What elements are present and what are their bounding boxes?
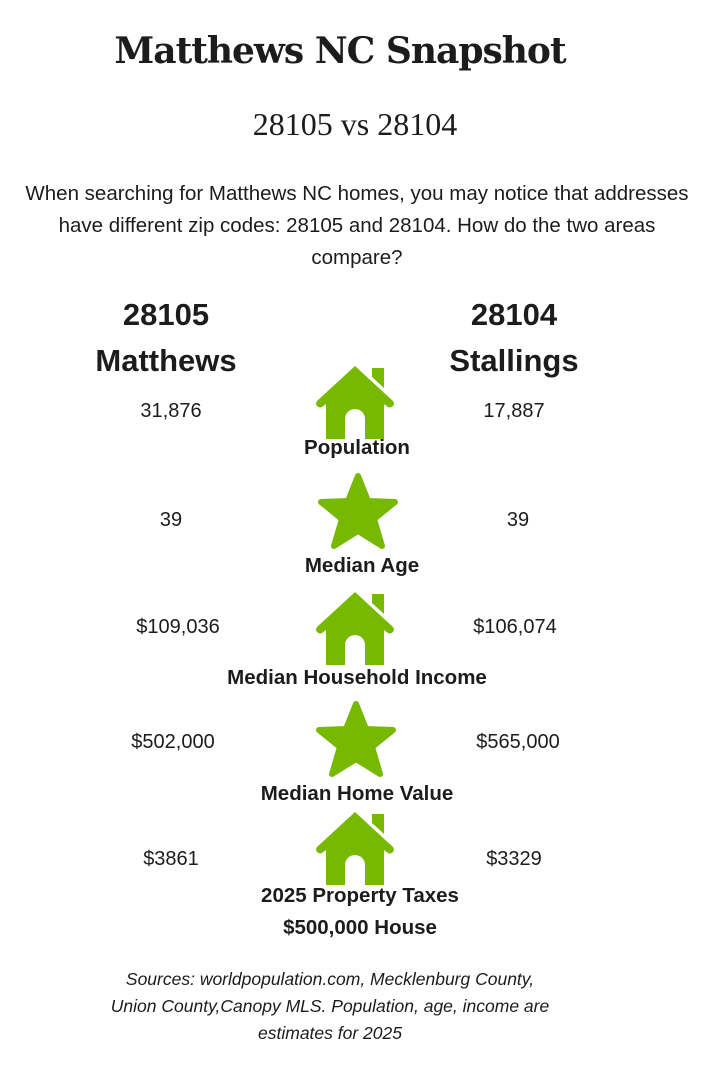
sources-line-3: estimates for 2025 (258, 1023, 402, 1043)
intro-text: When searching for Matthews NC homes, yo… (25, 182, 689, 269)
page-subtitle: 28105 vs 28104 (252, 106, 458, 142)
stallings-value: 39 (506, 509, 530, 531)
sources-line-1: Sources: worldpopulation.com, Mecklenbur… (125, 969, 535, 989)
area-name-matthews: Matthews (95, 343, 237, 378)
star-icon (316, 701, 396, 777)
matthews-value: $3861 (143, 848, 199, 870)
area-name-stallings: Stallings (449, 343, 579, 378)
stat-label: Population (304, 436, 410, 459)
matthews-value: 39 (159, 509, 183, 531)
house-icon (316, 592, 394, 665)
stallings-value: $565,000 (476, 731, 560, 753)
stat-label: 2025 Property Taxes (261, 884, 459, 907)
matthews-value: $502,000 (131, 731, 215, 753)
house-icon (316, 366, 394, 439)
stat-label-secondary: $500,000 House (283, 916, 437, 939)
page-title: Matthews NC Snapshot (114, 30, 566, 72)
column-header-matthews: 28105 Matthews (66, 292, 266, 384)
stallings-value: $3329 (486, 848, 542, 870)
stat-label: Median Home Value (260, 782, 454, 805)
sources-line-2: Union County,Canopy MLS. Population, age… (110, 996, 550, 1016)
stallings-value: 17,887 (483, 400, 545, 422)
star-icon (318, 473, 398, 549)
stallings-value: $106,074 (473, 616, 557, 638)
matthews-value: 31,876 (140, 400, 202, 422)
stat-label: Median Household Income (227, 666, 487, 689)
stat-label: Median Age (304, 554, 420, 577)
house-icon (316, 812, 394, 885)
column-header-stallings: 28104 Stallings (414, 292, 614, 384)
matthews-value: $109,036 (136, 616, 220, 638)
zip-28104: 28104 (470, 297, 558, 332)
sources-note: Sources: worldpopulation.com, Mecklenbur… (40, 966, 620, 1047)
zip-28105: 28105 (122, 297, 210, 332)
